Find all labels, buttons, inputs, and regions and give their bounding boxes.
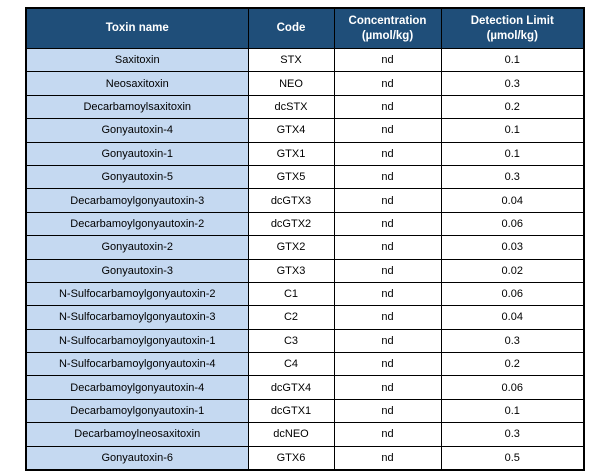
toxin-name-cell: Gonyautoxin-4 (25, 118, 249, 143)
code-cell: STX (247, 47, 335, 73)
detection-limit-cell: 0.3 (440, 71, 585, 96)
code-cell: GTX1 (247, 141, 335, 166)
toxin-name-cell: Decarbamoylneosaxitoxin (25, 422, 249, 447)
code-cell: dcGTX1 (247, 398, 335, 424)
toxin-name-cell: N-Sulfocarbamoylgonyautoxin-1 (25, 328, 249, 354)
concentration-cell: nd (333, 211, 442, 237)
detection-limit-cell: 0.2 (440, 94, 585, 120)
column-header-detection-limit: Detection Limit (µmol/kg) (440, 7, 585, 49)
concentration-cell: nd (333, 118, 442, 143)
concentration-cell: nd (333, 375, 442, 400)
table-row: N-Sulfocarbamoylgonyautoxin-2 C1 nd 0.06 (25, 281, 585, 307)
table-row: Decarbamoylgonyautoxin-3 dcGTX3 nd 0.04 (25, 188, 585, 213)
toxin-name-cell: Decarbamoylsaxitoxin (25, 94, 249, 120)
concentration-cell: nd (333, 398, 442, 424)
concentration-cell: nd (333, 235, 442, 260)
column-header-concentration: Concentration (µmol/kg) (333, 7, 442, 49)
concentration-cell: nd (333, 352, 442, 377)
code-cell: dcSTX (247, 94, 335, 120)
toxin-name-cell: Neosaxitoxin (25, 71, 249, 96)
detection-limit-cell: 0.3 (440, 422, 585, 447)
toxin-name-cell: Gonyautoxin-1 (25, 141, 249, 166)
concentration-cell: nd (333, 328, 442, 354)
table-row: N-Sulfocarbamoylgonyautoxin-4 C4 nd 0.2 (25, 352, 585, 377)
column-header-code: Code (247, 7, 335, 49)
detection-limit-cell: 0.06 (440, 281, 585, 307)
code-cell: C4 (247, 352, 335, 377)
table-row: Gonyautoxin-2 GTX2 nd 0.03 (25, 235, 585, 260)
header-row: Toxin name Code Concentration (µmol/kg) … (25, 7, 585, 49)
table-row: Decarbamoylneosaxitoxin dcNEO nd 0.3 (25, 422, 585, 447)
detection-limit-cell: 0.03 (440, 235, 585, 260)
table-row: Gonyautoxin-3 GTX3 nd 0.02 (25, 258, 585, 283)
table-row: Neosaxitoxin NEO nd 0.3 (25, 71, 585, 96)
table-row: N-Sulfocarbamoylgonyautoxin-1 C3 nd 0.3 (25, 328, 585, 354)
concentration-cell: nd (333, 94, 442, 120)
toxin-name-cell: N-Sulfocarbamoylgonyautoxin-2 (25, 281, 249, 307)
code-cell: C1 (247, 281, 335, 307)
table-row: Decarbamoylgonyautoxin-4 dcGTX4 nd 0.06 (25, 375, 585, 400)
toxin-name-cell: Saxitoxin (25, 47, 249, 73)
concentration-cell: nd (333, 258, 442, 283)
detection-limit-cell: 0.5 (440, 445, 585, 471)
toxin-detection-table: Toxin name Code Concentration (µmol/kg) … (25, 7, 585, 471)
code-cell: dcGTX4 (247, 375, 335, 400)
detection-limit-cell: 0.1 (440, 141, 585, 166)
table-row: Decarbamoylgonyautoxin-1 dcGTX1 nd 0.1 (25, 398, 585, 424)
table-row: N-Sulfocarbamoylgonyautoxin-3 C2 nd 0.04 (25, 305, 585, 330)
code-cell: GTX2 (247, 235, 335, 260)
column-header-toxin-name: Toxin name (25, 7, 249, 49)
detection-limit-cell: 0.06 (440, 375, 585, 400)
concentration-cell: nd (333, 188, 442, 213)
toxin-name-cell: N-Sulfocarbamoylgonyautoxin-4 (25, 352, 249, 377)
table-header: Toxin name Code Concentration (µmol/kg) … (25, 7, 585, 49)
detection-limit-cell: 0.1 (440, 47, 585, 73)
toxin-name-cell: Gonyautoxin-5 (25, 164, 249, 190)
code-cell: C2 (247, 305, 335, 330)
toxin-name-cell: Decarbamoylgonyautoxin-1 (25, 398, 249, 424)
code-cell: dcGTX3 (247, 188, 335, 213)
concentration-cell: nd (333, 281, 442, 307)
table-row: Gonyautoxin-5 GTX5 nd 0.3 (25, 164, 585, 190)
detection-limit-cell: 0.02 (440, 258, 585, 283)
detection-limit-cell: 0.2 (440, 352, 585, 377)
table-row: Decarbamoylsaxitoxin dcSTX nd 0.2 (25, 94, 585, 120)
detection-limit-cell: 0.3 (440, 164, 585, 190)
table-row: Gonyautoxin-6 GTX6 nd 0.5 (25, 445, 585, 471)
code-cell: dcGTX2 (247, 211, 335, 237)
toxin-name-cell: Decarbamoylgonyautoxin-3 (25, 188, 249, 213)
table-row: Gonyautoxin-1 GTX1 nd 0.1 (25, 141, 585, 166)
code-cell: GTX3 (247, 258, 335, 283)
table-row: Decarbamoylgonyautoxin-2 dcGTX2 nd 0.06 (25, 211, 585, 237)
toxin-name-cell: Gonyautoxin-2 (25, 235, 249, 260)
toxin-name-cell: Gonyautoxin-6 (25, 445, 249, 471)
toxin-name-cell: Gonyautoxin-3 (25, 258, 249, 283)
table-row: Gonyautoxin-4 GTX4 nd 0.1 (25, 118, 585, 143)
toxin-name-cell: Decarbamoylgonyautoxin-2 (25, 211, 249, 237)
concentration-cell: nd (333, 141, 442, 166)
code-cell: NEO (247, 71, 335, 96)
table-body: Saxitoxin STX nd 0.1 Neosaxitoxin NEO nd 0.3 Dec… (25, 47, 585, 471)
detection-limit-cell: 0.3 (440, 328, 585, 354)
concentration-cell: nd (333, 422, 442, 447)
code-cell: C3 (247, 328, 335, 354)
detection-limit-cell: 0.06 (440, 211, 585, 237)
concentration-cell: nd (333, 164, 442, 190)
code-cell: GTX5 (247, 164, 335, 190)
concentration-cell: nd (333, 47, 442, 73)
code-cell: GTX4 (247, 118, 335, 143)
detection-limit-cell: 0.1 (440, 118, 585, 143)
detection-limit-cell: 0.04 (440, 305, 585, 330)
detection-limit-cell: 0.04 (440, 188, 585, 213)
table-row: Saxitoxin STX nd 0.1 (25, 47, 585, 73)
concentration-cell: nd (333, 71, 442, 96)
toxin-name-cell: N-Sulfocarbamoylgonyautoxin-3 (25, 305, 249, 330)
concentration-cell: nd (333, 445, 442, 471)
concentration-cell: nd (333, 305, 442, 330)
code-cell: dcNEO (247, 422, 335, 447)
code-cell: GTX6 (247, 445, 335, 471)
detection-limit-cell: 0.1 (440, 398, 585, 424)
toxin-detection-table-container: Toxin name Code Concentration (µmol/kg) … (25, 7, 585, 471)
toxin-name-cell: Decarbamoylgonyautoxin-4 (25, 375, 249, 400)
